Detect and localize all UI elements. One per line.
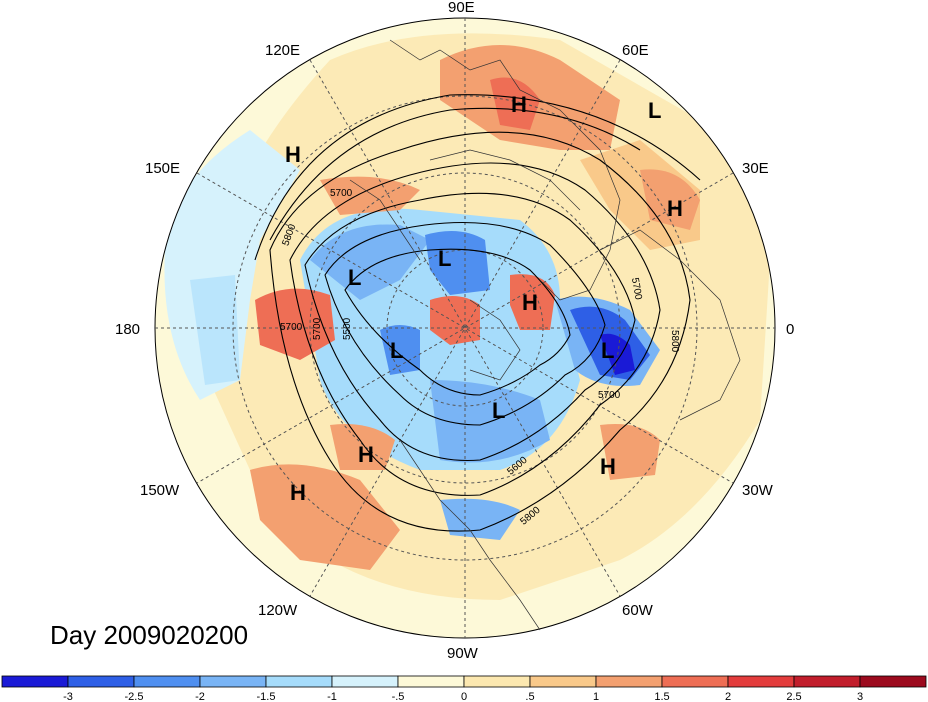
colorbar-box [859, 675, 927, 688]
lon-label: 120W [258, 602, 298, 619]
lon-label: 30W [742, 482, 774, 499]
contour-label: 5800 [669, 330, 680, 353]
colorbar-tick-label: .5 [525, 691, 534, 702]
colorbar-box [595, 675, 663, 688]
height-contours [254, 94, 701, 532]
contour-label: 5500 [342, 317, 353, 340]
colorbar-box [661, 675, 729, 688]
colorbar-tick-label: 1.5 [654, 691, 669, 702]
colorbar-tick-label: 2.5 [786, 691, 801, 702]
colorbar-box [331, 675, 399, 688]
pressure-center-label: L [438, 246, 451, 271]
colorbar: -3 -2.5 -2 -1.5 -1 -.5 0 .5 1 1.5 2 2.5 3 [1, 675, 927, 702]
lon-label: 90W [447, 645, 479, 662]
coastlines [349, 39, 741, 631]
lon-label: 180 [115, 321, 140, 338]
longitude-labels: 90E 60E 30E 0 30W 60W 90W 120W 150W 180 … [115, 0, 794, 662]
colorbar-labels: -3 -2.5 -2 -1.5 -1 -.5 0 .5 1 1.5 2 2.5 3 [63, 691, 863, 702]
colorbar-tick-label: -.5 [392, 691, 405, 702]
pressure-center-label: H [667, 196, 683, 221]
graticule [154, 17, 776, 639]
colorbar-tick-label: -1.5 [257, 691, 276, 702]
colorbar-tick-label: -1 [327, 691, 337, 702]
pressure-center-label: L [390, 338, 403, 363]
lon-label: 150W [140, 482, 180, 499]
colorbar-tick-label: -2 [195, 691, 205, 702]
anomaly-field [155, 18, 775, 638]
pressure-center-label: H [290, 480, 306, 505]
day-title: Day 2009020200 [50, 620, 249, 650]
contour-label: 5700 [280, 322, 303, 333]
colorbar-box [727, 675, 795, 688]
colorbar-box [67, 675, 135, 688]
colorbar-tick-label: 0 [461, 691, 467, 702]
pressure-centers: H L H H L L H L L L H H H [285, 92, 683, 505]
colorbar-tick-label: 3 [857, 691, 863, 702]
colorbar-box [463, 675, 531, 688]
pressure-center-label: L [348, 265, 361, 290]
pressure-center-label: H [522, 290, 538, 315]
colorbar-tick-label: 1 [593, 691, 599, 702]
lon-label: 0 [786, 321, 794, 338]
colorbar-tick-label: -3 [63, 691, 73, 702]
lon-label: 150E [145, 160, 180, 177]
pressure-center-label: H [600, 454, 616, 479]
contour-label: 5700 [629, 277, 644, 301]
lon-label: 120E [265, 42, 300, 59]
lon-label: 60E [622, 42, 649, 59]
contour-label: 5700 [330, 188, 353, 199]
colorbar-box [397, 675, 465, 688]
colorbar-box [265, 675, 333, 688]
pressure-center-label: H [285, 142, 301, 167]
lon-label: 90E [448, 0, 475, 16]
pressure-center-label: L [492, 398, 505, 423]
pressure-center-label: H [511, 92, 527, 117]
lon-label: 30E [742, 160, 769, 177]
colorbar-box [199, 675, 267, 688]
colorbar-boxes [1, 675, 927, 688]
contour-label: 5700 [598, 390, 621, 401]
colorbar-box [1, 675, 69, 688]
colorbar-tick-label: -2.5 [125, 691, 144, 702]
pressure-center-label: L [601, 338, 614, 363]
colorbar-box [529, 675, 597, 688]
pressure-center-label: L [648, 98, 661, 123]
colorbar-box [793, 675, 861, 688]
pressure-center-label: H [358, 442, 374, 467]
colorbar-tick-label: 2 [725, 691, 731, 702]
colorbar-box [133, 675, 201, 688]
contour-label: 5700 [312, 317, 323, 340]
lon-label: 60W [622, 602, 654, 619]
